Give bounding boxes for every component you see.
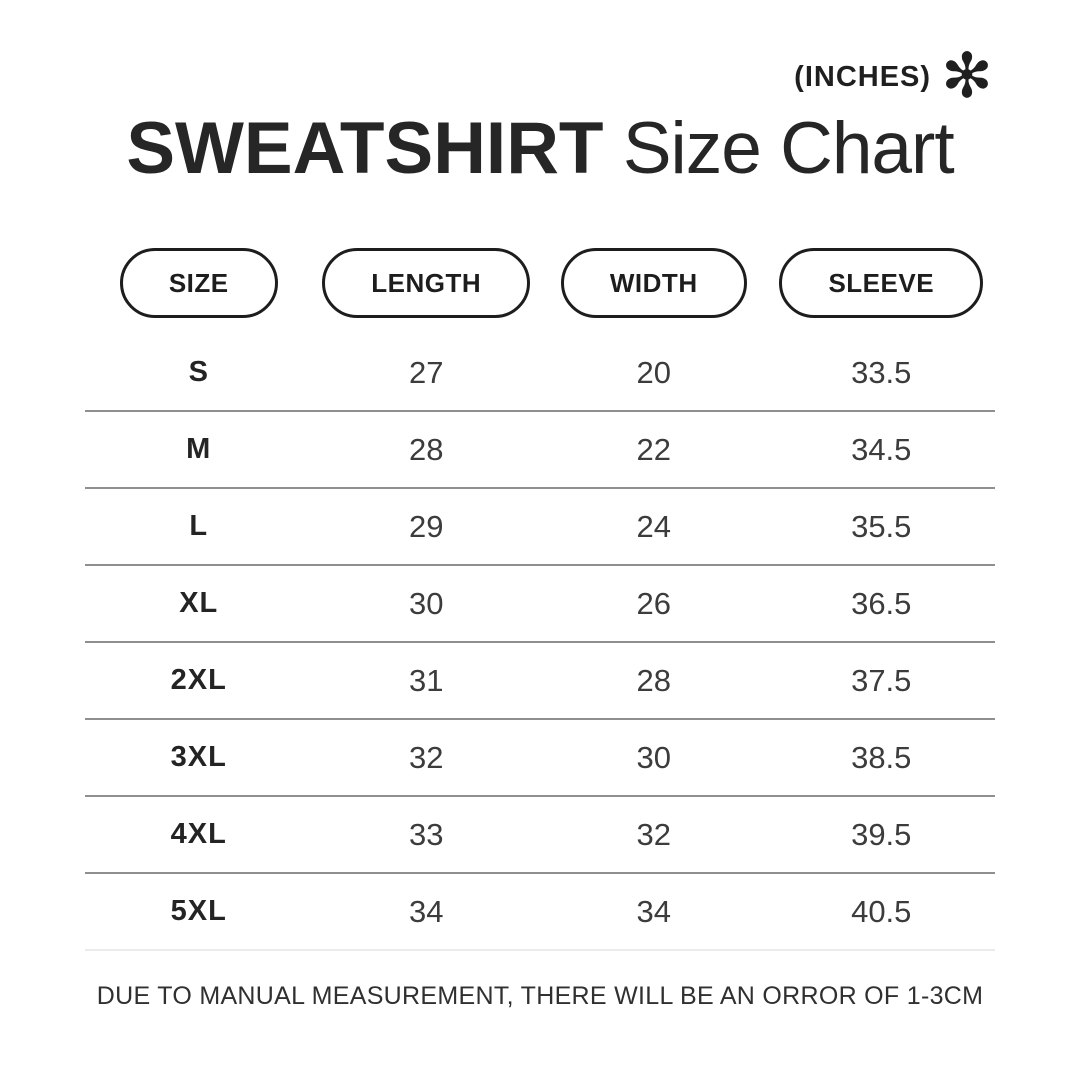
sleeve-cell: 40.5 [851,893,912,929]
length-cell: 33 [409,816,444,852]
table-row: L 29 24 35.5 [85,489,995,566]
column-pill-sleeve: SLEEVE [779,248,984,318]
sleeve-cell: 39.5 [851,816,912,852]
length-cell: 28 [409,431,444,467]
table-row: 2XL 31 28 37.5 [85,643,995,720]
length-cell: 31 [409,662,444,698]
width-cell: 34 [636,893,671,929]
units-row: (INCHES) ✻ [85,46,995,108]
width-cell: 24 [636,508,671,544]
column-pill-wrap: WIDTH [540,248,768,318]
length-cell: 27 [409,354,444,390]
column-pill-wrap: SIZE [85,248,313,318]
title-suffix: Size Chart [622,108,955,189]
title-product-name: SWEATSHIRT [126,108,604,189]
column-pill-length: LENGTH [322,248,531,318]
table-header-row: SIZE LENGTH WIDTH SLEEVE [85,248,995,318]
asterisk-icon: ✻ [941,42,993,111]
sleeve-cell: 34.5 [851,431,912,467]
sleeve-cell: 38.5 [851,739,912,775]
size-cell: S [188,356,209,388]
length-cell: 32 [409,739,444,775]
width-cell: 32 [636,816,671,852]
table-row: S 27 20 33.5 [85,335,995,412]
width-cell: 26 [636,585,671,621]
size-cell: XL [179,587,219,619]
table-row: M 28 22 34.5 [85,412,995,489]
page-title: SWEATSHIRT Size Chart [85,112,995,186]
sleeve-cell: 33.5 [851,354,912,390]
table-row: 5XL 34 34 40.5 [85,874,995,951]
width-cell: 20 [636,354,671,390]
size-cell: 4XL [170,818,227,850]
sleeve-cell: 37.5 [851,662,912,698]
column-pill-width: WIDTH [560,248,747,318]
sleeve-cell: 36.5 [851,585,912,621]
table-row: XL 30 26 36.5 [85,566,995,643]
column-pill-wrap: LENGTH [313,248,541,318]
units-label: (INCHES) [794,60,932,93]
table-row: 4XL 33 32 39.5 [85,797,995,874]
width-cell: 28 [636,662,671,698]
size-cell: L [189,510,209,542]
length-cell: 30 [409,585,444,621]
size-cell: 3XL [170,741,227,773]
column-pill-size: SIZE [119,248,278,318]
length-cell: 34 [409,893,444,929]
size-cell: 2XL [170,664,227,696]
size-cell: 5XL [170,895,227,927]
width-cell: 30 [636,739,671,775]
table-body: S 27 20 33.5 M 28 22 34.5 L 29 24 35.5 XL 30 26 36.5 2XL… [85,335,995,951]
width-cell: 22 [636,431,671,467]
sleeve-cell: 35.5 [851,508,912,544]
size-cell: M [186,433,212,465]
table-row: 3XL 32 30 38.5 [85,720,995,797]
column-pill-wrap: SLEEVE [768,248,996,318]
length-cell: 29 [409,508,444,544]
footer-note: DUE TO MANUAL MEASUREMENT, THERE WILL BE… [96,982,984,1010]
